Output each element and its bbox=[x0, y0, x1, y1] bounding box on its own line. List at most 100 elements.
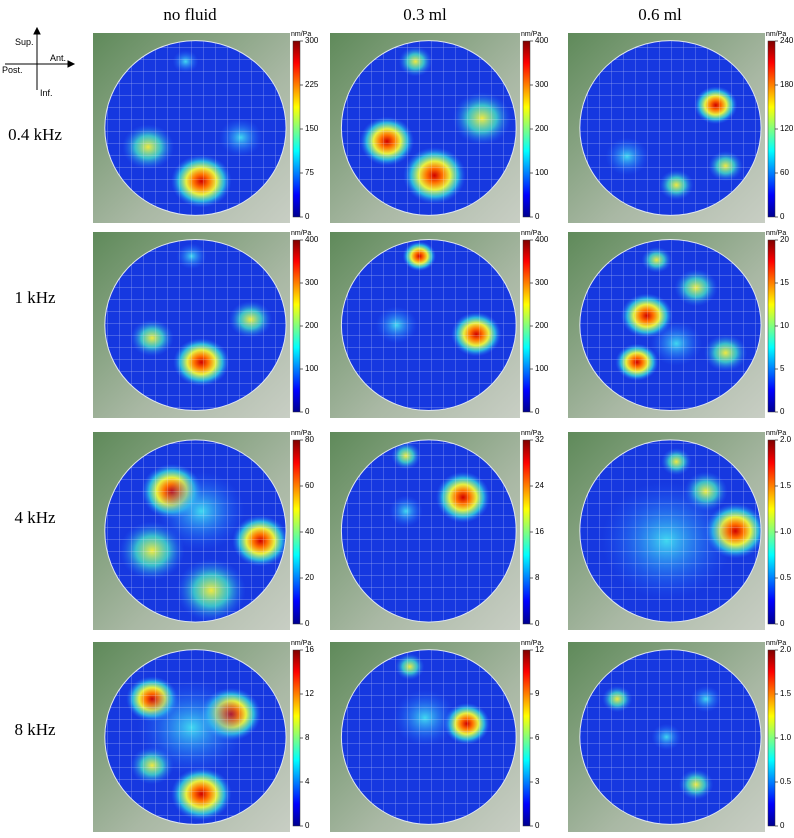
column-header: 0.6 ml bbox=[638, 5, 682, 24]
colorbar-tick-label: 0.5 bbox=[780, 777, 792, 786]
colorbar-tick-label: 5 bbox=[780, 364, 785, 373]
membrane-rim bbox=[579, 649, 762, 825]
heatmap bbox=[341, 239, 517, 411]
colorbar-tick-label: 0 bbox=[780, 212, 785, 221]
colorbar-unit: nm/Pa bbox=[291, 230, 311, 237]
colorbar-tick-label: 400 bbox=[535, 235, 549, 244]
colorbar-tick-label: 32 bbox=[535, 435, 544, 444]
colorbar-tick-label: 100 bbox=[535, 168, 549, 177]
orientation-key bbox=[5, 26, 76, 90]
mesh-grid bbox=[579, 239, 762, 411]
mesh-grid bbox=[104, 649, 287, 825]
colorbar-tick-label: 240 bbox=[780, 36, 794, 45]
colorbar-tick-label: 200 bbox=[535, 124, 549, 133]
mesh-grid bbox=[579, 649, 762, 825]
colorbar-unit: nm/Pa bbox=[766, 640, 786, 647]
mesh-grid bbox=[341, 439, 517, 623]
panel bbox=[330, 33, 520, 223]
colorbar bbox=[292, 40, 301, 218]
panel bbox=[330, 642, 520, 832]
colorbar-tick-label: 0 bbox=[535, 619, 540, 628]
colorbar-tick-label: 80 bbox=[305, 435, 314, 444]
colorbar-unit: nm/Pa bbox=[766, 31, 786, 38]
colorbar-tick-label: 0 bbox=[305, 821, 310, 830]
mesh-grid bbox=[104, 40, 287, 216]
heatmap bbox=[104, 239, 287, 411]
colorbar-tick-label: 0 bbox=[535, 407, 540, 416]
colorbar-unit: nm/Pa bbox=[766, 430, 786, 437]
colorbar bbox=[292, 439, 301, 625]
membrane-rim bbox=[104, 649, 287, 825]
colorbar-tick-label: 4 bbox=[305, 777, 310, 786]
colorbar-unit: nm/Pa bbox=[521, 640, 541, 647]
colorbar-unit: nm/Pa bbox=[521, 31, 541, 38]
heatmap bbox=[341, 40, 517, 216]
colorbar-unit: nm/Pa bbox=[291, 31, 311, 38]
membrane-rim bbox=[340, 40, 517, 216]
colorbar-tick-label: 3 bbox=[535, 777, 540, 786]
colorbar-unit: nm/Pa bbox=[291, 640, 311, 647]
colorbar bbox=[767, 239, 776, 413]
colorbar bbox=[522, 649, 531, 827]
colorbar-tick-label: 60 bbox=[305, 481, 314, 490]
colorbar-tick-label: 0 bbox=[780, 407, 785, 416]
colorbar-tick-label: 100 bbox=[305, 364, 319, 373]
mesh-grid bbox=[579, 40, 762, 216]
colorbar-unit: nm/Pa bbox=[521, 230, 541, 237]
row-label: 0.4 kHz bbox=[8, 125, 62, 144]
orientation-label: Sup. bbox=[15, 37, 34, 47]
colorbar-tick-label: 0 bbox=[305, 407, 310, 416]
colorbar-tick-label: 16 bbox=[535, 527, 544, 536]
colorbar-tick-label: 9 bbox=[535, 689, 540, 698]
panel bbox=[330, 232, 520, 418]
colorbar-tick-label: 12 bbox=[305, 689, 314, 698]
mesh-grid bbox=[104, 239, 287, 411]
colorbar bbox=[522, 40, 531, 218]
colorbar-tick-label: 12 bbox=[535, 645, 544, 654]
colorbar-tick-label: 1.5 bbox=[780, 689, 792, 698]
orientation-label: Ant. bbox=[50, 53, 66, 63]
colorbar-tick-label: 6 bbox=[535, 733, 540, 742]
membrane-rim bbox=[340, 238, 517, 412]
colorbar bbox=[767, 649, 776, 827]
arrow-heads bbox=[33, 26, 76, 68]
panel bbox=[93, 232, 290, 418]
colorbar-tick-label: 200 bbox=[305, 321, 319, 330]
colorbar-tick-label: 200 bbox=[535, 321, 549, 330]
colorbar-tick-label: 60 bbox=[780, 168, 789, 177]
colorbar-tick-label: 2.0 bbox=[780, 645, 792, 654]
colorbar-tick-label: 400 bbox=[535, 36, 549, 45]
colorbar-tick-label: 0 bbox=[535, 212, 540, 221]
panel bbox=[568, 232, 765, 418]
heatmap bbox=[341, 649, 517, 825]
heatmap bbox=[579, 439, 762, 623]
colorbar-tick-label: 300 bbox=[305, 278, 319, 287]
membrane-rim bbox=[104, 238, 287, 412]
colorbar-tick-label: 8 bbox=[535, 573, 540, 582]
heatmap bbox=[579, 239, 762, 411]
colorbar-tick-label: 2.0 bbox=[780, 435, 792, 444]
colorbar-tick-label: 24 bbox=[535, 481, 544, 490]
panel bbox=[93, 432, 290, 630]
heatmap bbox=[579, 649, 762, 825]
colorbar-tick-label: 0 bbox=[305, 212, 310, 221]
panel bbox=[568, 432, 765, 630]
column-header: no fluid bbox=[163, 5, 217, 24]
panel bbox=[93, 642, 290, 832]
colorbar-tick-label: 20 bbox=[780, 235, 789, 244]
row-label: 1 kHz bbox=[14, 288, 56, 307]
membrane-rim bbox=[579, 40, 762, 216]
colorbar-tick-label: 10 bbox=[780, 321, 789, 330]
colorbar bbox=[767, 40, 776, 218]
heatmap bbox=[579, 40, 762, 216]
colorbar-tick-label: 180 bbox=[780, 80, 794, 89]
heatmap bbox=[341, 439, 517, 623]
heatmap bbox=[104, 649, 287, 825]
colorbar-tick-label: 150 bbox=[305, 124, 319, 133]
orientation-label: Post. bbox=[2, 65, 23, 75]
row-label: 8 kHz bbox=[14, 720, 56, 739]
membrane-rim bbox=[104, 40, 287, 216]
colorbar-tick-label: 20 bbox=[305, 573, 314, 582]
mesh-grid bbox=[341, 40, 517, 216]
